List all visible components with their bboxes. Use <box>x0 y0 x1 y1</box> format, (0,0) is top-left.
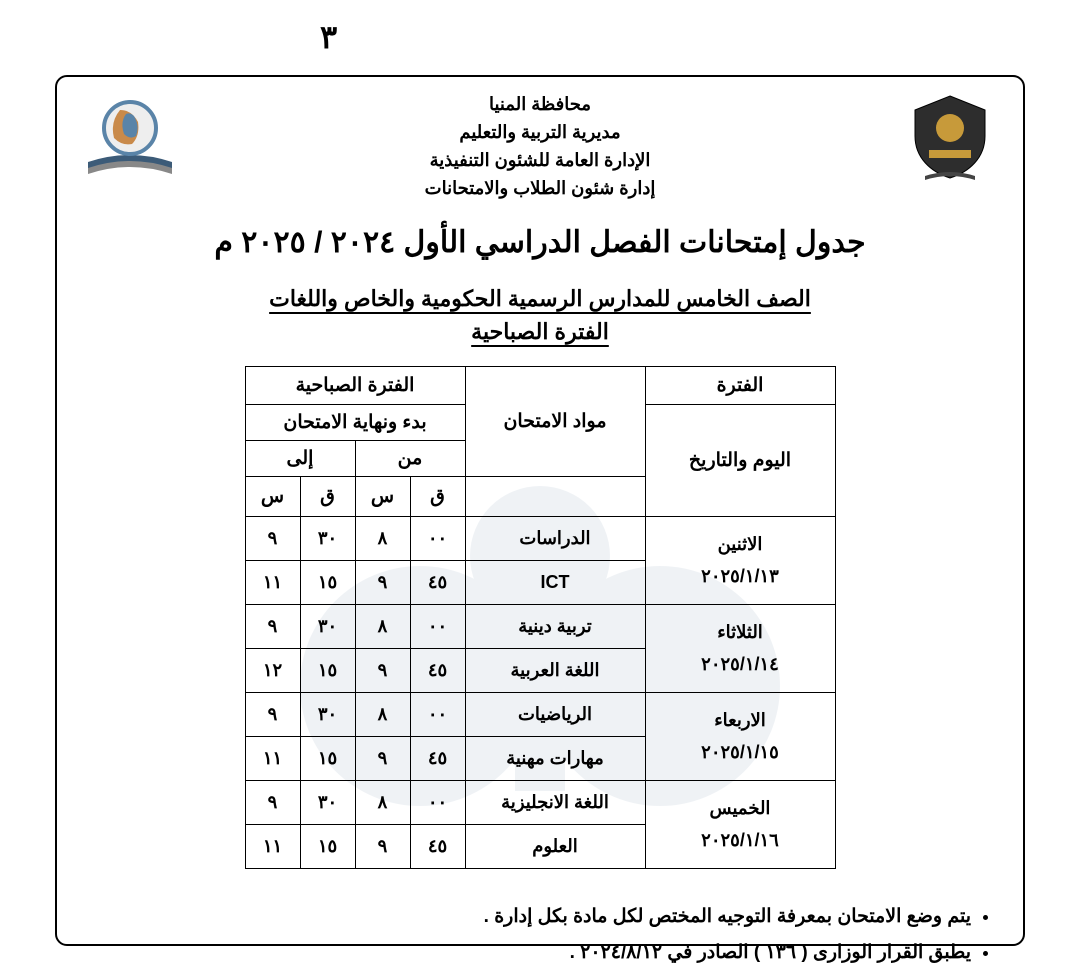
subject-cell: الدراسات <box>465 516 645 560</box>
subject-cell: العلوم <box>465 824 645 868</box>
time-cell: ٠٠ <box>410 604 465 648</box>
hdr-to-hour: س <box>245 476 300 516</box>
table-row: ٩٣٠٨٠٠الدراساتالاثنين٢٠٢٥/١/١٣ <box>245 516 835 560</box>
time-cell: ١٥ <box>300 736 355 780</box>
time-cell: ٤٥ <box>410 824 465 868</box>
header-line-4: إدارة شئون الطلاب والامتحانات <box>185 175 895 203</box>
table-row: ٩٣٠٨٠٠الرياضياتالاربعاء٢٠٢٥/١/١٥ <box>245 692 835 736</box>
subject-cell: اللغة العربية <box>465 648 645 692</box>
table-row: ٩٣٠٨٠٠تربية دينيةالثلاثاء٢٠٢٥/١/١٤ <box>245 604 835 648</box>
main-title: جدول إمتحانات الفصل الدراسي الأول ٢٠٢٤ /… <box>75 225 1005 260</box>
time-cell: ٤٥ <box>410 560 465 604</box>
subtitle: الصف الخامس للمدارس الرسمية الحكومية وال… <box>75 282 1005 348</box>
hdr-from-hour: س <box>355 476 410 516</box>
subject-cell: تربية دينية <box>465 604 645 648</box>
time-cell: ١٥ <box>300 824 355 868</box>
hdr-from-min: ق <box>410 476 465 516</box>
time-cell: ٣٠ <box>300 692 355 736</box>
time-cell: ٩ <box>355 560 410 604</box>
time-cell: ٠٠ <box>410 692 465 736</box>
subtitle-line-2: الفترة الصباحية <box>471 319 609 344</box>
subtitle-line-1: الصف الخامس للمدارس الرسمية الحكومية وال… <box>269 286 811 311</box>
subject-cell: ICT <box>465 560 645 604</box>
time-cell: ٩ <box>355 736 410 780</box>
time-cell: ٩ <box>355 648 410 692</box>
time-cell: ٠٠ <box>410 780 465 824</box>
table-header: الفترة الصباحية مواد الامتحان الفترة بدء… <box>245 366 835 516</box>
time-cell: ١١ <box>245 736 300 780</box>
hdr-day-date: اليوم والتاريخ <box>645 404 835 516</box>
time-cell: ١١ <box>245 560 300 604</box>
table-row: ٩٣٠٨٠٠اللغة الانجليزيةالخميس٢٠٢٥/١/١٦ <box>245 780 835 824</box>
time-cell: ٨ <box>355 516 410 560</box>
time-cell: ٤٥ <box>410 736 465 780</box>
document-page: ٣ محافظة المنيا مديرية التربية والتعليم … <box>0 0 1080 971</box>
date-cell: الخميس٢٠٢٥/١/١٦ <box>645 780 835 868</box>
time-cell: ٨ <box>355 604 410 648</box>
hdr-to: إلى <box>245 440 355 476</box>
time-cell: ١٥ <box>300 560 355 604</box>
schedule-table: الفترة الصباحية مواد الامتحان الفترة بدء… <box>245 366 836 869</box>
governorate-crest-icon <box>895 89 1005 184</box>
header-text: محافظة المنيا مديرية التربية والتعليم ال… <box>185 89 895 203</box>
time-cell: ٣٠ <box>300 516 355 560</box>
header-line-1: محافظة المنيا <box>185 91 895 119</box>
time-cell: ١٢ <box>245 648 300 692</box>
content-frame: محافظة المنيا مديرية التربية والتعليم ال… <box>55 75 1025 946</box>
time-cell: ١١ <box>245 824 300 868</box>
time-cell: ١٥ <box>300 648 355 692</box>
time-cell: ٣٠ <box>300 780 355 824</box>
notes-list: يتم وضع الامتحان بمعرفة التوجيه المختص ل… <box>75 899 997 971</box>
time-cell: ٨ <box>355 780 410 824</box>
date-cell: الثلاثاء٢٠٢٥/١/١٤ <box>645 604 835 692</box>
note-item: يطبق القرار الوزارى ( ١٣٦ ) الصادر في ٢٠… <box>75 935 971 971</box>
time-cell: ٩ <box>245 604 300 648</box>
directorate-logo-icon <box>75 89 185 184</box>
note-item: يتم وضع الامتحان بمعرفة التوجيه المختص ل… <box>75 899 971 935</box>
date-cell: الاربعاء٢٠٢٥/١/١٥ <box>645 692 835 780</box>
time-cell: ٩ <box>245 516 300 560</box>
header-line-2: مديرية التربية والتعليم <box>185 119 895 147</box>
table-body: ٩٣٠٨٠٠الدراساتالاثنين٢٠٢٥/١/١٣١١١٥٩٤٥ICT… <box>245 516 835 868</box>
hdr-to-min: ق <box>300 476 355 516</box>
hdr-morning-period: الفترة الصباحية <box>245 366 465 404</box>
hdr-from: من <box>355 440 465 476</box>
time-cell: ٣٠ <box>300 604 355 648</box>
date-cell: الاثنين٢٠٢٥/١/١٣ <box>645 516 835 604</box>
time-cell: ٠٠ <box>410 516 465 560</box>
subject-cell: مهارات مهنية <box>465 736 645 780</box>
hdr-period: الفترة <box>645 366 835 404</box>
subject-cell: اللغة الانجليزية <box>465 780 645 824</box>
header-row: محافظة المنيا مديرية التربية والتعليم ال… <box>75 89 1005 203</box>
hdr-start-end: بدء ونهاية الامتحان <box>245 404 465 440</box>
time-cell: ٤٥ <box>410 648 465 692</box>
hdr-subjects: مواد الامتحان <box>465 366 645 476</box>
time-cell: ٨ <box>355 692 410 736</box>
page-number: ٣ <box>320 18 337 56</box>
notes-section: يتم وضع الامتحان بمعرفة التوجيه المختص ل… <box>75 899 1005 971</box>
header-line-3: الإدارة العامة للشئون التنفيذية <box>185 147 895 175</box>
time-cell: ٩ <box>245 692 300 736</box>
time-cell: ٩ <box>245 780 300 824</box>
table-container: الفترة الصباحية مواد الامتحان الفترة بدء… <box>75 366 1005 869</box>
time-cell: ٩ <box>355 824 410 868</box>
subject-cell: الرياضيات <box>465 692 645 736</box>
